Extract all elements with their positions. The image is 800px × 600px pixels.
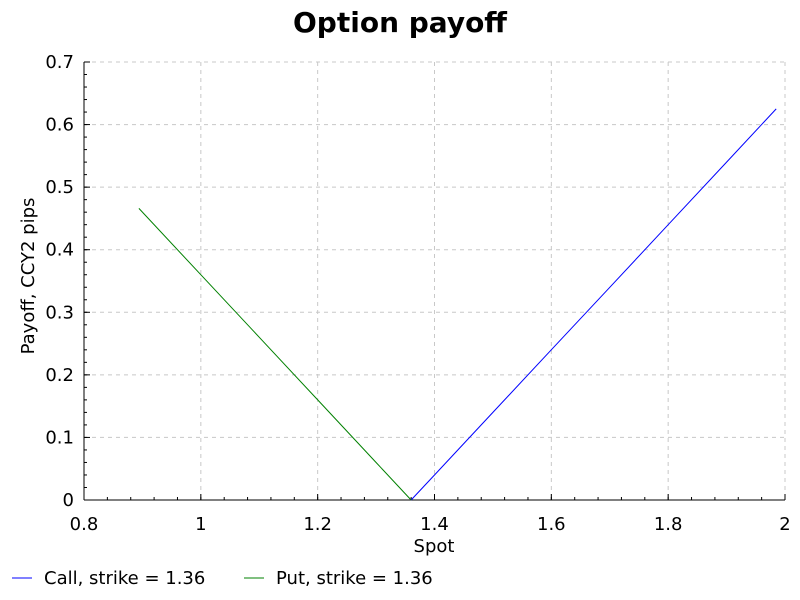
x-tick-label: 0.8	[70, 514, 99, 535]
y-tick-label: 0.6	[45, 115, 74, 136]
legend-label-call: Call, strike = 1.36	[44, 568, 205, 589]
y-tick-label: 0.4	[45, 240, 74, 261]
series-layer	[138, 108, 777, 501]
legend: Call, strike = 1.36 Put, strike = 1.36	[12, 568, 433, 589]
x-tick-label: 1.6	[537, 514, 566, 535]
axes: 0.8 1 1.2 1.4 1.6 1.8 2 0 0.1 0.2 0.3 0.4 0.5 0.6 0.7	[45, 52, 790, 535]
x-tick-label: 1.2	[303, 514, 332, 535]
y-tick-label: 0.3	[45, 302, 74, 323]
y-axis-label: Payoff, CCY2 pips	[18, 198, 39, 355]
x-tick-label: 2	[779, 514, 790, 535]
grid	[84, 61, 786, 500]
x-axis-label: Spot	[414, 536, 455, 557]
series-line-put	[138, 208, 412, 501]
x-tick-label: 1.8	[654, 514, 683, 535]
y-tick-label: 0.5	[45, 177, 74, 198]
y-tick-label: 0.7	[45, 52, 74, 73]
legend-label-put: Put, strike = 1.36	[276, 568, 433, 589]
y-tick-label: 0.2	[45, 365, 74, 386]
y-tick-label: 0	[63, 490, 74, 511]
x-tick-label: 1	[195, 514, 206, 535]
y-tick-label: 0.1	[45, 427, 74, 448]
x-tick-label: 1.4	[420, 514, 449, 535]
chart-title: Option payoff	[293, 6, 507, 39]
series-line-call	[410, 108, 777, 501]
